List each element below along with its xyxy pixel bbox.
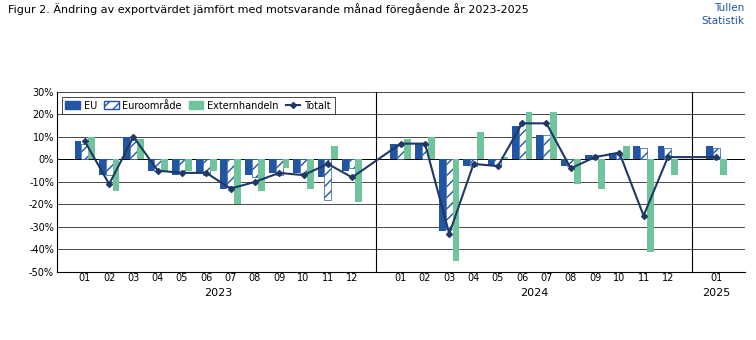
Bar [439, 159, 446, 232]
Bar [585, 155, 592, 159]
Bar [293, 159, 300, 173]
Bar [404, 139, 411, 159]
Bar [123, 137, 130, 159]
Bar [106, 159, 113, 175]
Bar [470, 159, 477, 166]
Bar [488, 159, 494, 166]
Bar [463, 159, 470, 166]
Bar [671, 159, 678, 175]
Bar [318, 159, 324, 177]
Bar [415, 143, 422, 159]
Bar [512, 125, 519, 159]
Bar [477, 132, 484, 159]
Bar [720, 159, 727, 175]
Bar [599, 159, 606, 189]
Bar [349, 159, 355, 168]
Bar [422, 143, 429, 159]
Bar [88, 137, 95, 159]
Text: 2023: 2023 [204, 288, 233, 298]
Bar [276, 159, 283, 175]
Bar [113, 159, 119, 191]
Bar [494, 159, 501, 166]
Bar [658, 146, 665, 159]
Bar [640, 148, 647, 159]
Bar [172, 159, 178, 175]
Text: 2025: 2025 [702, 288, 730, 298]
Bar [203, 159, 209, 175]
Bar [99, 159, 106, 175]
Bar [154, 159, 161, 171]
Bar [324, 159, 331, 200]
Bar [453, 159, 460, 261]
Legend: EU, Euroområde, Externhandeln, Totalt: EU, Euroområde, Externhandeln, Totalt [61, 97, 334, 115]
Bar [342, 159, 349, 171]
Bar [209, 159, 216, 171]
Bar [221, 159, 228, 189]
Bar [269, 159, 276, 173]
Bar [574, 159, 581, 184]
Bar [519, 123, 525, 159]
Bar [634, 146, 640, 159]
Bar [560, 159, 567, 166]
Bar [567, 159, 574, 166]
Bar [82, 143, 88, 159]
Bar [536, 135, 543, 159]
Bar [75, 141, 82, 159]
Bar [259, 159, 265, 191]
Bar [429, 137, 435, 159]
Bar [550, 112, 556, 159]
Bar [147, 159, 154, 171]
Bar [391, 143, 398, 159]
Bar [706, 146, 713, 159]
Bar [665, 148, 671, 159]
Bar [283, 159, 290, 168]
Bar [185, 159, 192, 171]
Bar [647, 159, 654, 252]
Bar [130, 139, 137, 159]
Bar [525, 112, 532, 159]
Bar [228, 159, 234, 186]
Bar [300, 159, 307, 173]
Text: Tullen
Statistik: Tullen Statistik [702, 3, 745, 26]
Bar [196, 159, 203, 173]
Bar [609, 153, 616, 159]
Bar [592, 155, 599, 159]
Bar [331, 146, 338, 159]
Bar [501, 157, 508, 159]
Text: Figur 2. Ändring av exportvärdet jämfört med motsvarande månad föregående år 202: Figur 2. Ändring av exportvärdet jämfört… [8, 3, 528, 15]
Bar [623, 146, 630, 159]
Bar [137, 139, 144, 159]
Bar [178, 159, 185, 173]
Bar [245, 159, 252, 175]
Bar [355, 159, 362, 202]
Bar [713, 148, 720, 159]
Bar [252, 159, 259, 177]
Text: 2024: 2024 [520, 288, 548, 298]
Bar [446, 159, 453, 229]
Bar [543, 135, 550, 159]
Bar [307, 159, 314, 189]
Bar [616, 153, 623, 159]
Bar [234, 159, 241, 204]
Bar [398, 143, 404, 159]
Bar [161, 159, 168, 171]
